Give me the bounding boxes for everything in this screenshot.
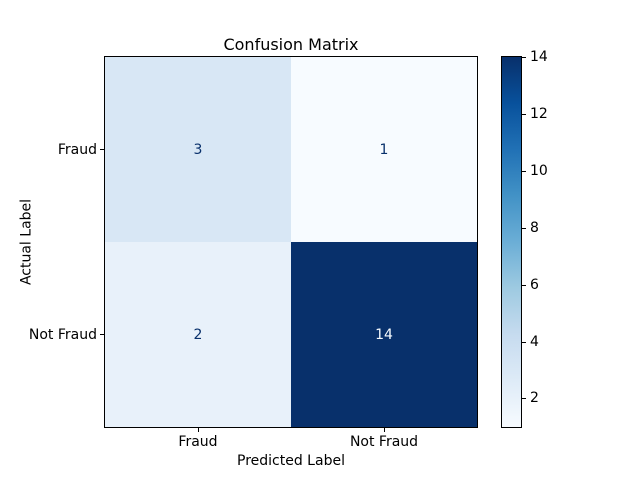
colorbar-tick-label: 14 [530,49,548,65]
chart-title: Confusion Matrix [223,35,359,54]
y-tick-mark [100,149,104,150]
colorbar-gradient [502,57,521,427]
x-tick-label-not-fraud: Not Fraud [349,434,419,450]
colorbar-tick-mark [522,398,526,399]
y-tick-label-fraud: Fraud [57,142,97,158]
colorbar-tick-mark [522,285,526,286]
x-tick-mark [198,428,199,432]
y-axis-label-text: Actual Label [18,198,35,286]
y-tick-mark [100,334,104,335]
colorbar-tick-label: 4 [530,334,539,350]
heatmap-plot-area: 3 1 2 14 [104,56,478,428]
heatmap-cell-actual-notfraud-pred-notfraud: 14 [291,242,477,427]
colorbar-tick-mark [522,114,526,115]
colorbar-tick-mark [522,228,526,229]
colorbar-tick-mark [522,342,526,343]
cell-value: 1 [379,141,389,158]
x-tick-label-fraud: Fraud [178,434,218,450]
x-tick-mark [384,428,385,432]
heatmap-cell-actual-fraud-pred-notfraud: 1 [291,57,477,242]
cell-value: 3 [193,141,203,158]
colorbar-tick-mark [522,57,526,58]
cell-value: 14 [375,326,393,343]
heatmap-cell-actual-notfraud-pred-fraud: 2 [105,242,291,427]
colorbar-tick-label: 6 [530,277,539,293]
x-axis-label: Predicted Label [237,453,345,469]
colorbar-tick-label: 8 [530,220,539,236]
colorbar-tick-mark [522,171,526,172]
colorbar-tick-label: 10 [530,163,548,179]
colorbar-tick-label: 12 [530,106,548,122]
y-tick-label-not-fraud: Not Fraud [28,327,97,343]
cell-value: 2 [193,326,203,343]
colorbar-tick-label: 2 [530,390,539,406]
colorbar [501,56,522,428]
heatmap-cell-actual-fraud-pred-fraud: 3 [105,57,291,242]
